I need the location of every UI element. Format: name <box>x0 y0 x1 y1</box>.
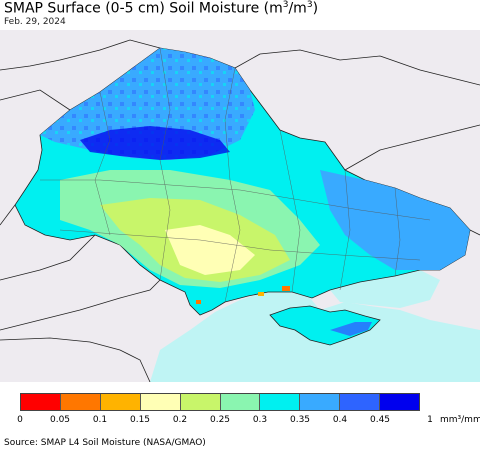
dry-spot <box>258 292 264 296</box>
legend-swatch <box>379 394 420 410</box>
legend-swatch <box>99 394 140 410</box>
legend-tick: 0.35 <box>289 415 311 425</box>
oblast-borders <box>40 47 431 303</box>
legend-swatch <box>299 394 340 410</box>
legend-labels: 0 0.05 0.1 0.15 0.2 0.25 0.3 0.35 0.4 0.45 1 mm³/mm… <box>17 415 480 429</box>
legend-tick: 0.4 <box>332 415 348 425</box>
legend-tick: 0.25 <box>209 415 231 425</box>
legend-tick: 0.45 <box>369 415 391 425</box>
legend: 0 0.05 0.1 0.15 0.2 0.25 0.3 0.35 0.4 0.45 1 mm³/mm… <box>17 393 480 429</box>
legend-swatch <box>21 394 60 410</box>
legend-tick: 0.1 <box>92 415 108 425</box>
crimea <box>269 305 381 346</box>
legend-swatch <box>219 394 260 410</box>
legend-swatch <box>139 394 180 410</box>
zone-deep-blue <box>80 126 230 160</box>
source-note: Source: SMAP L4 Soil Moisture (NASA/GMAO… <box>4 438 206 448</box>
zone-west-noise <box>40 48 255 160</box>
dry-spot <box>196 300 201 304</box>
legend-tick: 0.05 <box>49 415 71 425</box>
legend-tick: 0.2 <box>172 415 188 425</box>
map-title: SMAP Surface (0-5 cm) Soil Moisture (m3/… <box>4 0 319 17</box>
legend-swatch <box>179 394 220 410</box>
legend-tick: 0.3 <box>252 415 268 425</box>
legend-tick: 0 <box>17 415 23 425</box>
sea-of-azov <box>330 270 440 308</box>
legend-tick: 1 <box>427 415 433 425</box>
soil-moisture-map <box>0 30 480 382</box>
zone-yellow <box>165 225 255 275</box>
legend-bar <box>20 393 420 411</box>
zone-east-blue <box>320 170 470 270</box>
legend-swatch <box>59 394 100 410</box>
legend-swatch <box>339 394 380 410</box>
crimea-blue <box>330 322 372 336</box>
country-borders <box>0 39 480 382</box>
legend-unit: mm³/mm³ <box>440 415 480 425</box>
legend-swatch <box>259 394 300 410</box>
legend-tick: 0.15 <box>129 415 151 425</box>
dry-spot <box>282 286 290 291</box>
map-date: Feb. 29, 2024 <box>4 17 66 27</box>
